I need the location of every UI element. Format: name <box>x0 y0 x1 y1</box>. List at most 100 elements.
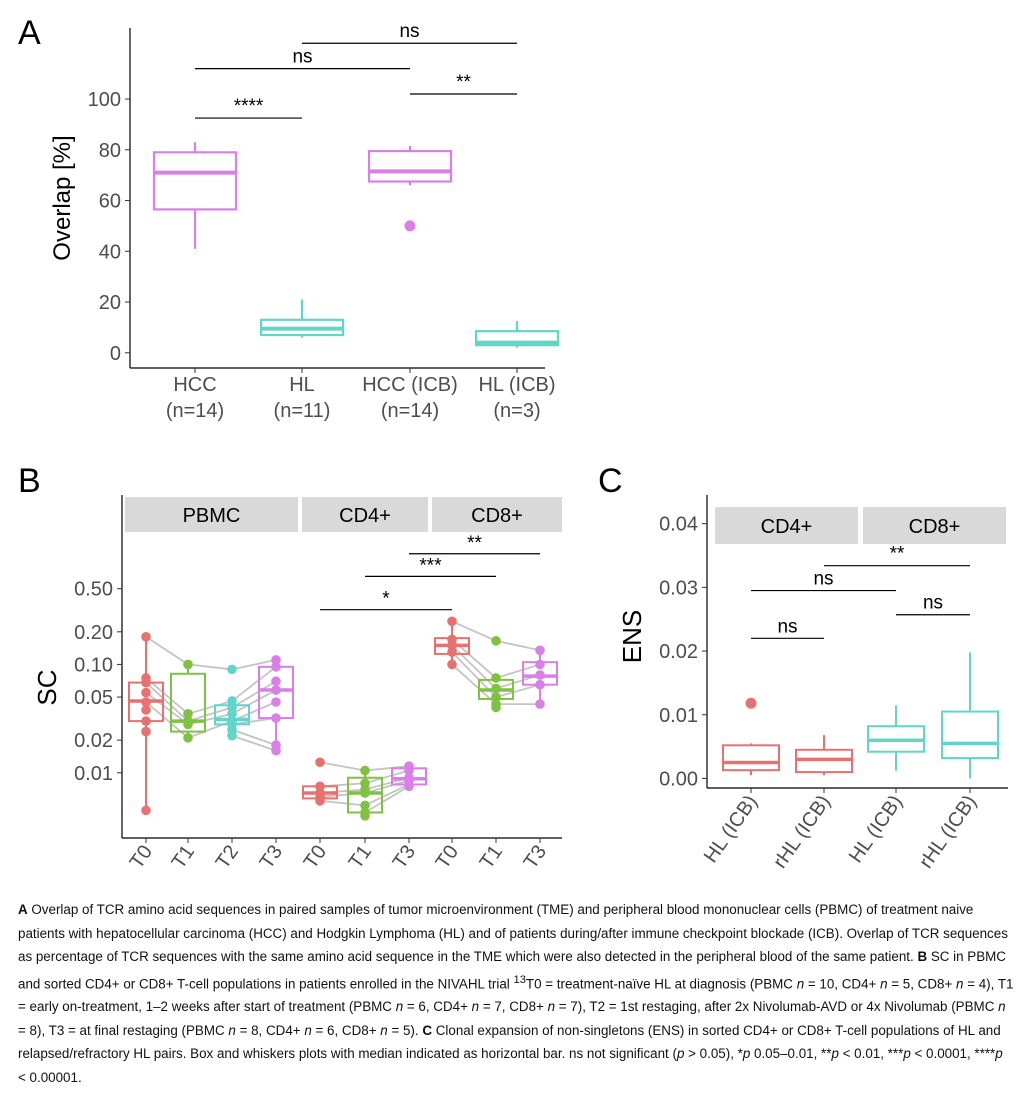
data-point <box>271 662 281 672</box>
box <box>722 744 780 772</box>
data-point <box>315 796 325 806</box>
caption-b-text: = 7), T2 = 1st restaging, after 2x Nivol… <box>555 999 999 1015</box>
outlier-point <box>745 697 757 709</box>
x-tick-label: HL <box>289 374 315 396</box>
caption-n: n <box>380 1022 388 1038</box>
data-point <box>271 745 281 756</box>
caption-p: p <box>995 1046 1003 1062</box>
data-point <box>404 781 414 792</box>
caption-b-text: = 10, CD4+ <box>804 975 881 991</box>
figure-caption: A Overlap of TCR amino acid sequences in… <box>18 898 1014 1089</box>
data-point <box>315 781 325 792</box>
data-point <box>491 692 501 702</box>
pairing-line <box>187 706 233 722</box>
pairing-line <box>495 663 541 679</box>
facet-strip <box>125 497 298 532</box>
facet-label: CD4+ <box>761 516 813 538</box>
data-point <box>447 647 457 657</box>
data-point <box>491 683 501 694</box>
data-point <box>360 800 370 811</box>
data-point <box>535 645 545 656</box>
data-point <box>360 765 370 776</box>
data-point <box>227 664 237 675</box>
panel-c: C CD4+ CD8+ 0.00 0.01 0.02 0.03 0.04 ENS HL (ICB)… <box>598 462 1008 872</box>
pairing-line <box>451 620 497 642</box>
caption-n: n <box>304 1022 312 1038</box>
outlier-point <box>404 220 416 232</box>
x-tick-label: T0 <box>432 841 463 873</box>
caption-n: n <box>796 975 805 991</box>
x-tick-label: T1 <box>476 841 507 873</box>
caption-c-text: Clonal expansion of non-singletons (ENS)… <box>18 1022 1001 1062</box>
caption-c-text: 0.05–0.01, ** <box>750 1046 832 1062</box>
pairing-line <box>145 677 189 715</box>
facet-strip <box>432 497 562 532</box>
facet-strip <box>715 507 858 544</box>
data-point <box>141 697 151 707</box>
data-point <box>447 640 457 651</box>
facet-label: CD8+ <box>471 505 523 527</box>
y-tick-label: 0.01 <box>74 763 113 785</box>
significance-label: ns <box>813 569 833 590</box>
pairing-line <box>145 691 189 726</box>
caption-b-label: B <box>917 949 928 964</box>
y-tick-label: 0.05 <box>74 687 113 709</box>
caption-n: n <box>395 999 404 1015</box>
panel-b: B PBMC CD4+ CD8+ 0.01 0.02 0.05 0.10 0.20 0.50 SC T… <box>18 462 562 873</box>
caption-a-label: A <box>18 902 28 917</box>
caption-n: n <box>547 999 556 1015</box>
data-point <box>271 685 281 695</box>
significance-label: ** <box>890 544 905 565</box>
caption-b-text: = 7, CD8+ <box>479 999 548 1015</box>
y-tick-label: 0.00 <box>659 768 698 790</box>
data-point <box>315 757 325 768</box>
y-axis-title: SC <box>32 669 62 705</box>
pairing-line <box>231 728 277 746</box>
facet-strip <box>863 507 1006 544</box>
caption-b-text: = 6, CD8+ <box>311 1022 381 1038</box>
caption-c-text: > 0.05), * <box>684 1046 743 1062</box>
significance-label: *** <box>419 555 442 576</box>
caption-n: n <box>471 999 480 1015</box>
x-tick-label: rHL (ICB) <box>769 791 835 872</box>
caption-b-text: SC in PBMC and sorted CD4+ or CD8+ T-cel… <box>18 949 1006 991</box>
caption-n: n <box>228 1022 236 1038</box>
panel-label: C <box>598 462 623 500</box>
pairing-line <box>364 785 410 814</box>
x-tick-label: HL (ICB) <box>700 791 762 867</box>
caption-n: n <box>998 999 1006 1015</box>
caption-b-text: = 5, CD8+ <box>887 975 957 991</box>
y-tick-label: 0 <box>110 343 121 365</box>
data-point <box>271 655 281 665</box>
pairing-line <box>319 761 366 772</box>
caption-c-text: < 0.01, *** <box>838 1046 904 1062</box>
y-tick-label: 20 <box>99 292 121 314</box>
caption-reference: 13 <box>513 973 526 986</box>
data-point <box>535 679 545 690</box>
data-point <box>183 733 193 743</box>
data-point <box>447 659 457 670</box>
y-tick-label: 100 <box>88 89 121 111</box>
data-point <box>491 673 501 683</box>
pairing-line <box>231 666 277 702</box>
significance-label: ** <box>456 72 471 93</box>
y-tick-label: 0.02 <box>659 641 698 663</box>
facet-strip <box>302 497 428 532</box>
pairing-line <box>231 734 277 752</box>
pairing-line <box>451 644 497 690</box>
data-point <box>404 765 414 776</box>
caption-p: p <box>831 1046 839 1062</box>
x-tick-label: HL (ICB) <box>845 791 907 867</box>
x-tick-label: T2 <box>212 841 243 873</box>
y-tick-label: 0.02 <box>74 730 113 752</box>
y-tick-label: 0.50 <box>74 579 113 601</box>
significance-label: **** <box>234 96 264 117</box>
x-tick-label: T3 <box>520 841 551 873</box>
facet-label: PBMC <box>183 505 241 527</box>
significance-label: ns <box>399 21 419 42</box>
data-point <box>141 705 151 715</box>
data-point <box>491 702 501 713</box>
x-tick-label: (n=11) <box>274 400 331 422</box>
panel-label: B <box>18 462 41 500</box>
pairing-line <box>231 680 277 709</box>
